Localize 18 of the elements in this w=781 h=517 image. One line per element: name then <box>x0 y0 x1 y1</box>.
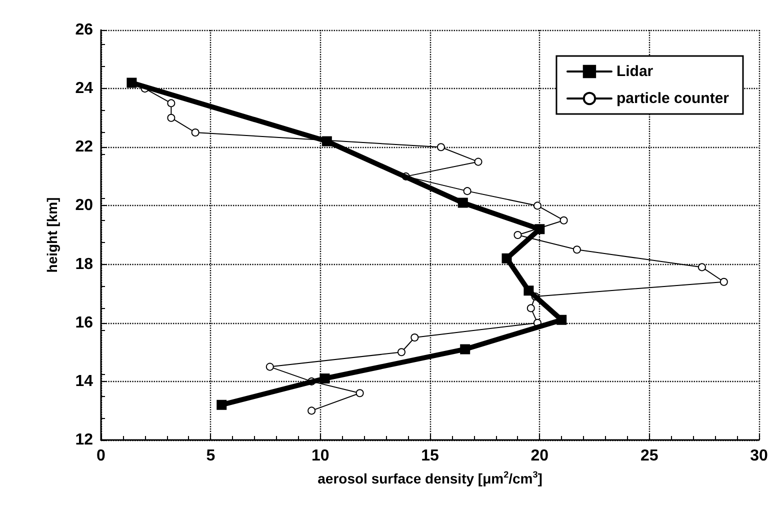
x-tick-label: 5 <box>206 448 216 464</box>
x-tick-label: 25 <box>640 448 658 464</box>
y-tick-label: 12 <box>75 432 94 448</box>
legend-label: particle counter <box>616 90 730 107</box>
x-tick-label: 20 <box>530 448 549 464</box>
y-tick-label: 14 <box>75 372 94 390</box>
y-tick-label: 22 <box>75 138 94 156</box>
x-tick-label: 10 <box>311 448 330 464</box>
y-tick-label: 18 <box>75 256 94 273</box>
y-axis-title: height [km] <box>44 197 60 273</box>
x-tick-label: 30 <box>750 448 768 464</box>
y-tick-label: 24 <box>75 80 94 98</box>
y-tick-label: 20 <box>75 197 94 214</box>
y-tick-label: 26 <box>75 22 94 38</box>
x-tick-label: 15 <box>421 448 439 464</box>
x-tick-label: 0 <box>96 448 106 464</box>
legend-label: Lidar <box>616 63 654 80</box>
y-tick-label: 16 <box>75 314 94 332</box>
